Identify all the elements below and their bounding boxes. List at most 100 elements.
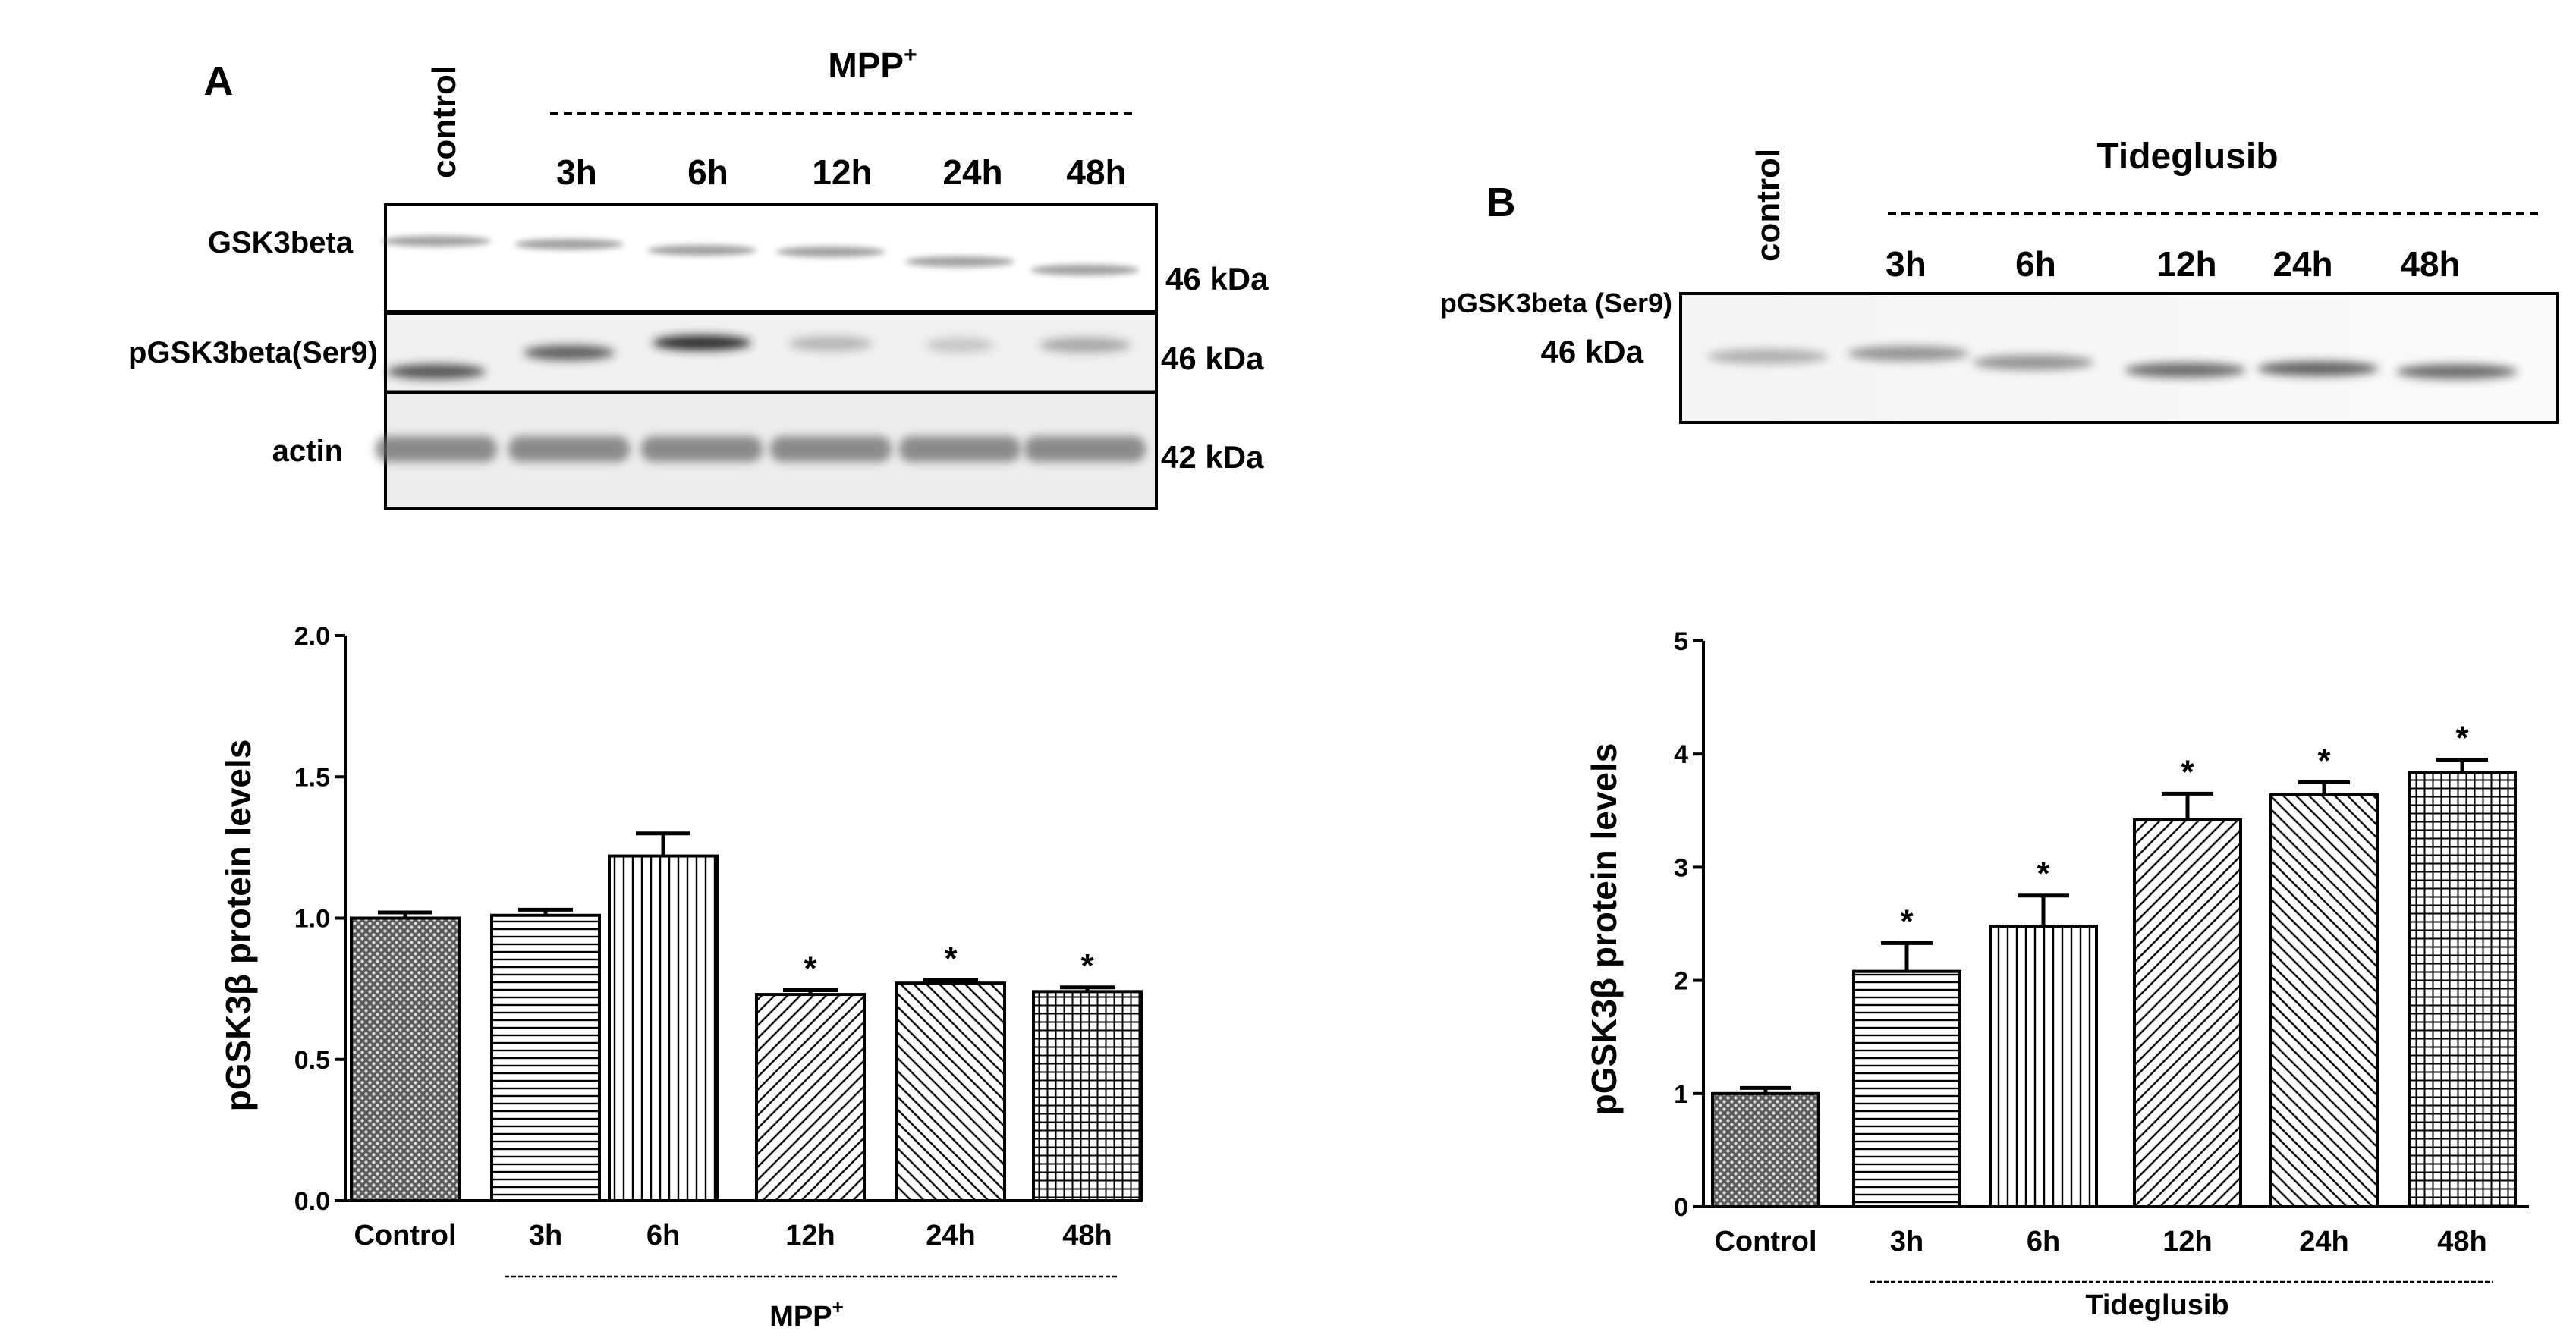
panel-b-blot: B control Tideglusib 3h 6h 12h 24h 48h pGSK3…: [1440, 137, 2559, 424]
y-tick-label: 4: [1674, 740, 1688, 769]
actin-band: [770, 436, 892, 462]
panel-a-control-label: control: [426, 65, 463, 178]
y-tick-label: 3: [1674, 853, 1688, 882]
pgsk3beta-ser9-band: [1707, 349, 1829, 364]
y-tick-label: 2.0: [294, 622, 330, 651]
panel-a-letter: A: [204, 58, 234, 104]
chart-b-xlabel: Tideglusib: [2085, 1289, 2228, 1321]
pgsk3beta-band: [653, 335, 751, 350]
gsk3beta-band: [647, 245, 756, 256]
chart-a-xlabel-text: MPP: [769, 1301, 832, 1333]
panel-a-lane-label: 12h: [812, 152, 872, 192]
actin-band: [376, 436, 497, 462]
actin-band: [641, 436, 763, 462]
pgsk3beta-band: [789, 336, 873, 351]
y-tick-label: 1.5: [294, 763, 330, 792]
x-tick-label: 48h: [1062, 1220, 1112, 1251]
x-tick-label: 6h: [2027, 1226, 2060, 1258]
significance-mark: *: [1900, 903, 1914, 940]
panel-a-bands: [376, 236, 1146, 462]
gsk3beta-band: [905, 256, 1014, 267]
gsk3beta-band: [382, 236, 491, 247]
pgsk3beta-ser9-band: [2257, 361, 2379, 376]
pgsk3beta-ser9-band: [1848, 346, 1969, 361]
panel-b-letter: B: [1486, 180, 1516, 225]
x-tick-label: 12h: [785, 1220, 835, 1251]
panel-b-lane-label: 12h: [2156, 244, 2216, 284]
panel-a-kda-1: 46 kDa: [1165, 261, 1269, 297]
panel-a-blot: A control MPP+ 3h 6h 12h 24h 48h GSK3beta pG…: [128, 42, 1269, 510]
panel-a-lane-label: 3h: [556, 152, 597, 192]
chart-a-ylabel: pGSK3β protein levels: [219, 740, 258, 1112]
bar: [1852, 969, 1961, 1208]
pgsk3beta-band: [926, 338, 994, 353]
x-tick-label: 3h: [1890, 1226, 1923, 1258]
chart-a-xlabel-sup: +: [832, 1295, 844, 1318]
y-tick-label: 2: [1674, 967, 1688, 996]
panel-a-row-label-2: pGSK3beta(Ser9): [128, 336, 378, 369]
gsk3beta-band: [1030, 265, 1140, 275]
actin-band: [1024, 436, 1146, 462]
x-tick-label: 6h: [646, 1220, 680, 1251]
significance-mark: *: [1080, 947, 1094, 985]
panel-b-lane-labels: 3h 6h 12h 24h 48h: [1886, 244, 2460, 284]
gsk3beta-band: [514, 239, 624, 250]
bar: [2269, 793, 2379, 1208]
chart-b-plot: 0 1 2 3 4 5 Control * 3h * 6h * 12h * 24h * 48h: [1674, 627, 2529, 1283]
significance-mark: *: [2181, 753, 2194, 790]
chart-a-plot: 0.0 0.5 1.0 1.5 2.0 Control 3h 6h * 12h * 24h * 48h: [294, 622, 1143, 1278]
chart-a-xlabel: MPP+: [769, 1295, 844, 1333]
panel-b-bands: [1707, 346, 2518, 379]
pgsk3beta-band: [1040, 338, 1131, 353]
pgsk3beta-band: [524, 345, 615, 360]
panel-b-blot-frame: [1679, 292, 2559, 424]
chart-b: 0 1 2 3 4 5 Control * 3h * 6h * 12h * 24h * 48h pGSK3β p…: [1584, 627, 2529, 1321]
panel-a-treatment-name: MPP: [828, 46, 904, 85]
panel-b-control-label: control: [1750, 149, 1787, 262]
y-tick-label: 1: [1674, 1080, 1688, 1109]
y-tick-label: 0.5: [294, 1046, 330, 1075]
bar: [1032, 990, 1143, 1202]
panel-b-row-label: pGSK3beta (Ser9): [1440, 287, 1672, 319]
x-tick-label: 48h: [2437, 1226, 2486, 1258]
significance-mark: *: [2317, 743, 2331, 780]
y-tick-label: 0.0: [294, 1187, 330, 1216]
panel-b-lane-label: 24h: [2272, 244, 2332, 284]
panel-a-lane-label: 48h: [1066, 152, 1126, 192]
gsk3beta-band: [776, 247, 885, 257]
bar: [2133, 818, 2242, 1208]
x-tick-label: Control: [1714, 1226, 1816, 1258]
significance-mark: *: [804, 950, 817, 987]
bar: [490, 913, 601, 1203]
panel-a-lane-labels: 3h 6h 12h 24h 48h: [556, 152, 1126, 192]
y-tick-label: 5: [1674, 627, 1688, 656]
significance-mark: *: [944, 940, 958, 977]
bar: [2408, 771, 2517, 1208]
panel-b-lane-label: 48h: [2400, 244, 2460, 284]
chart-b-ylabel: pGSK3β protein levels: [1584, 743, 1624, 1116]
panel-b-kda: 46 kDa: [1541, 334, 1644, 369]
panel-a-row-label-1: GSK3beta: [208, 226, 354, 259]
panel-a-kda-2: 46 kDa: [1161, 341, 1264, 376]
panel-a-kda-3: 42 kDa: [1161, 439, 1264, 475]
panel-b-lane-label: 6h: [2015, 244, 2056, 284]
x-tick-label: Control: [354, 1220, 456, 1251]
bar: [1711, 1091, 1820, 1209]
pgsk3beta-ser9-band: [2396, 364, 2518, 379]
x-tick-label: 24h: [926, 1220, 975, 1251]
x-tick-label: 3h: [529, 1220, 562, 1251]
significance-mark: *: [2455, 720, 2469, 757]
pgsk3beta-band: [387, 364, 486, 379]
bar: [1989, 924, 2098, 1208]
bar: [895, 981, 1006, 1203]
actin-band: [899, 436, 1021, 462]
panel-a-blot-strip-2: [387, 312, 1155, 391]
panel-a-lane-label: 6h: [687, 152, 728, 192]
panel-b-lane-label: 3h: [1886, 244, 1926, 284]
bar: [350, 916, 461, 1202]
bar: [755, 993, 866, 1202]
actin-band: [508, 436, 630, 462]
panel-a-treatment-title: MPP+: [828, 42, 917, 85]
